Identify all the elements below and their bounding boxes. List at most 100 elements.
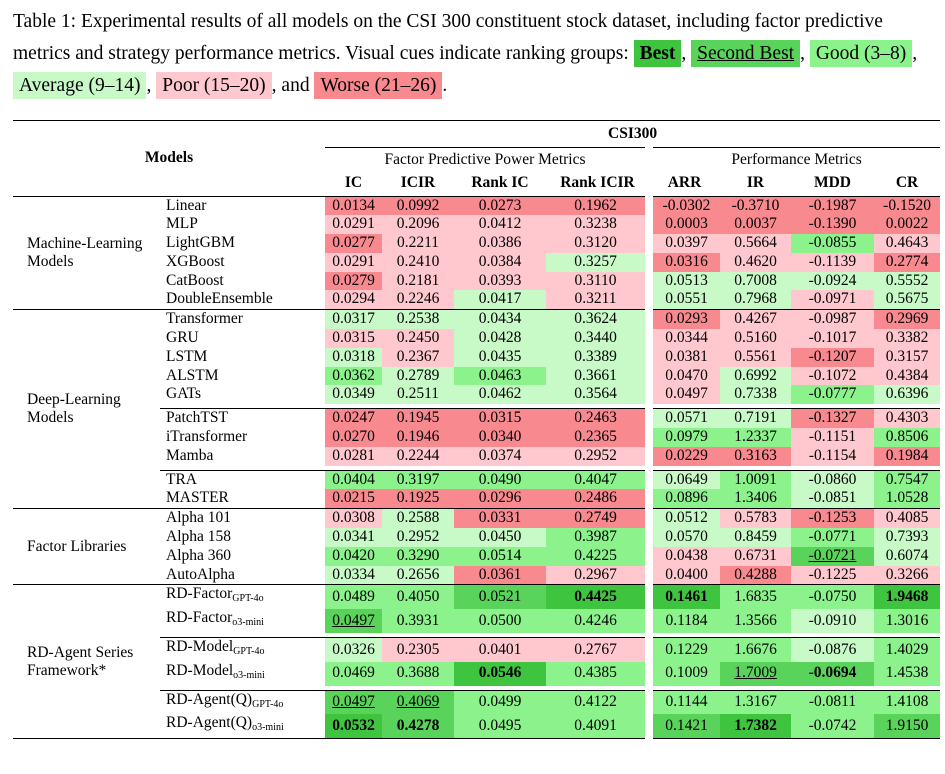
table-row: Machine-Learning Models Linear 0.0134 0.099… (13, 196, 941, 270)
metric-cell: 0.0022 (874, 215, 941, 235)
metric-cell: 1.3016 (874, 609, 941, 634)
metric-cell: 1.4538 (874, 661, 941, 686)
metric-cell: 0.0497 (645, 385, 720, 405)
metric-cell: -0.0771 (791, 528, 874, 547)
metric-cell: 0.0521 (454, 584, 546, 610)
metric-cell: 1.3406 (720, 489, 791, 509)
metric-cell: 0.3564 (546, 385, 649, 405)
table-row: Alpha 360 0.0420 0.3290 0.0514 0.4225 0.0438 0… (13, 546, 941, 566)
metric-cell: -0.1225 (791, 565, 874, 585)
metric-cell: 0.0412 (454, 215, 546, 235)
metric-cell: -0.1072 (791, 366, 874, 386)
model-name: RD-ModelGPT-4o (166, 638, 265, 658)
metric-cell: 1.3566 (720, 609, 791, 634)
metric-cell: 0.1009 (645, 661, 720, 686)
model-name: iTransformer (166, 428, 248, 446)
metric-cell: 0.0362 (325, 366, 382, 386)
model-variant: o3-mini (232, 617, 264, 629)
metric-cell: 0.0570 (645, 528, 720, 547)
metric-cell: 0.3389 (546, 347, 649, 367)
table-row: iTransformer 0.0270 0.1946 0.0340 0.2365 0.09… (13, 428, 941, 447)
table-caption: Table 1: Experimental results of all mod… (13, 6, 938, 102)
metric-cell: 1.0091 (720, 470, 791, 490)
metric-cell: 0.3211 (546, 290, 649, 310)
metric-cell: 0.5160 (720, 329, 791, 348)
metric-cell: 0.4267 (720, 309, 791, 330)
metric-cell: 0.0512 (645, 508, 720, 529)
metric-cell: 0.3987 (546, 528, 649, 547)
metric-cell: 0.1144 (645, 690, 720, 715)
metric-cell: 0.0497 (325, 690, 382, 715)
metric-cell: 0.6992 (720, 366, 791, 386)
metric-cell: 0.0404 (325, 470, 382, 490)
table-row: GATs 0.0349 0.2511 0.0462 0.3564 0.0497 0.7338… (13, 385, 941, 405)
metric-cell: 0.4246 (546, 609, 649, 634)
model-name: PatchTST (166, 409, 228, 427)
metric-cell: 0.2656 (382, 565, 454, 585)
metric-cell: 0.2952 (546, 446, 649, 466)
metric-cell: 0.0326 (325, 637, 382, 662)
metric-cell: 0.5675 (874, 290, 941, 310)
metric-cell: 0.1421 (645, 714, 720, 739)
metric-cell: 0.3238 (546, 215, 649, 235)
metric-cell: 0.3257 (546, 252, 649, 272)
metric-cell: 1.2337 (720, 428, 791, 447)
model-name: Transformer (166, 310, 243, 328)
metric-cell: 0.0490 (454, 470, 546, 490)
metric-cell: 0.7547 (874, 470, 941, 490)
model-name: CatBoost (166, 271, 224, 289)
metric-cell: 0.2367 (382, 347, 454, 367)
metric-cell: 0.0514 (454, 546, 546, 566)
metric-cell: 0.0649 (645, 470, 720, 490)
metric-cell: 0.1984 (874, 446, 941, 466)
metric-cell: 0.0291 (325, 252, 382, 272)
metric-cell: 0.2450 (382, 329, 454, 348)
metric-cell: -0.1154 (791, 446, 874, 466)
metric-cell: 0.3290 (382, 546, 454, 566)
performance-metrics-header: Performance Metrics (644, 147, 941, 172)
metric-cell: 0.0495 (454, 714, 546, 739)
metric-cell: 0.3661 (546, 366, 649, 386)
models-header: Models (144, 148, 194, 166)
metric-cell: 0.2969 (874, 309, 941, 330)
metric-cell: 0.0513 (645, 271, 720, 291)
metric-cell: -0.0860 (791, 470, 874, 490)
metric-cell: -0.0910 (791, 609, 874, 634)
metric-cell: 0.3197 (382, 470, 454, 490)
table-row: MASTER 0.0215 0.1925 0.0296 0.2486 0.0896 1.34… (13, 489, 941, 509)
metric-cell: 0.0532 (325, 714, 382, 739)
metric-cell: 0.0315 (325, 329, 382, 348)
metric-cell: 0.0546 (454, 661, 546, 686)
table-row: LSTM 0.0318 0.2367 0.0435 0.3389 0.0381 0.5561… (13, 347, 941, 367)
model-name: AutoAlpha (166, 565, 235, 583)
table-row: DoubleEnsemble 0.0294 0.2246 0.0417 0.3211 0.… (13, 290, 941, 310)
model-name: RD-Agent(Q)GPT-4o (166, 690, 284, 710)
model-name: Alpha 158 (166, 528, 232, 546)
table-row: LightGBM 0.0277 0.2211 0.0386 0.3120 0.0397 0.… (13, 234, 941, 253)
metric-cell: 0.0500 (454, 609, 546, 634)
metric-cell: -0.0876 (791, 637, 874, 662)
table-row: TRA 0.0404 0.3197 0.0490 0.4047 0.0649 1.0091-… (13, 470, 941, 490)
table-row: XGBoost 0.0291 0.2410 0.0384 0.3257 0.0316 0.4… (13, 252, 941, 272)
block-separator (160, 633, 941, 638)
metric-cell: 1.9150 (874, 714, 941, 739)
table-row: RD-Agent(Q)GPT-4o 0.0497 0.4069 0.0499 0.412… (13, 690, 941, 715)
metric-cell: 0.2410 (382, 252, 454, 272)
metric-cell: 0.0273 (454, 196, 546, 216)
metric-cell: 0.4278 (382, 714, 454, 739)
metric-cell: 0.0401 (454, 637, 546, 662)
table-row: AutoAlpha 0.0334 0.2656 0.0361 0.2967 0.0400 0… (13, 565, 941, 585)
model-name: LSTM (166, 347, 208, 365)
metric-cell: -0.0971 (791, 290, 874, 310)
metric-cell: -0.0811 (791, 690, 874, 715)
metric-cell: 0.0331 (454, 508, 546, 529)
metric-cell: 0.4303 (874, 408, 941, 429)
metric-cell: -0.0302 (645, 196, 720, 216)
table-row: PatchTST 0.0247 0.1945 0.0315 0.2463 0.0571 0.… (13, 408, 941, 429)
model-name: Alpha 360 (166, 546, 232, 564)
model-variant: GPT-4o (233, 646, 265, 658)
metric-cell: 0.0317 (325, 309, 382, 330)
column-header-cr: CR (895, 174, 919, 192)
metric-cell: 0.0470 (645, 366, 720, 386)
model-name: RD-Modelo3-mini (166, 661, 265, 681)
